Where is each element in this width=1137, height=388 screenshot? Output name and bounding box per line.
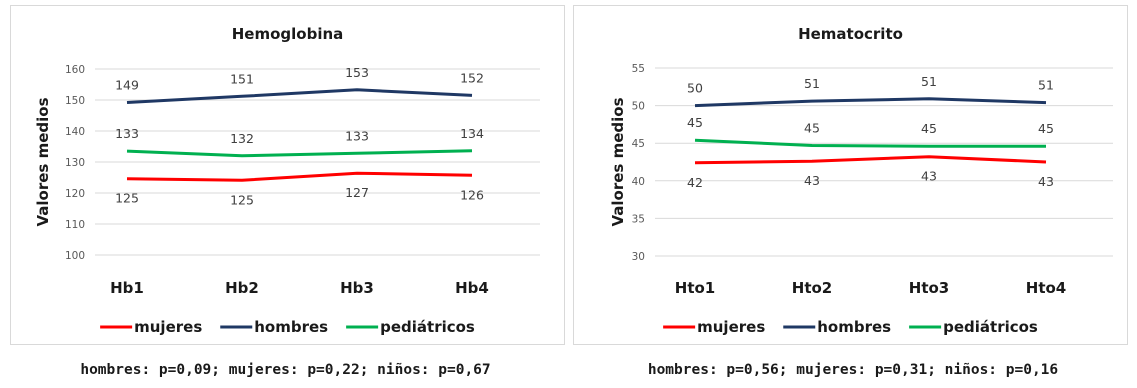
hemoglobina-chart: Hemoglobina 100 110 120 130 140 150 160 Valores …: [10, 5, 565, 345]
data-label-hombres: 51: [1038, 78, 1054, 93]
y-tick-label: 40: [632, 176, 645, 188]
y-tick-label: 160: [65, 64, 85, 76]
data-label-pediatricos: 45: [921, 121, 937, 136]
data-label-mujeres: 43: [1038, 174, 1054, 189]
y-tick-label: 150: [65, 95, 85, 107]
y-tick-label: 120: [65, 188, 85, 200]
data-label-mujeres: 125: [115, 191, 139, 206]
hemoglobina-pvalue-caption: hombres: p=0,09; mujeres: p=0,22; niños:…: [80, 362, 491, 378]
hemoglobina-y-axis-label: Valores medios: [34, 97, 52, 226]
y-tick-label: 140: [65, 126, 85, 138]
legend-label-pediatricos: pediátricos: [943, 318, 1038, 336]
y-tick-label: 130: [65, 157, 85, 169]
data-label-mujeres: 43: [921, 169, 937, 184]
hemoglobina-chart-title: Hemoglobina: [232, 25, 344, 43]
series-line-hombres: [694, 97, 1047, 108]
legend-label-hombres: hombres: [254, 318, 328, 336]
hematocrito-pvalue-caption: hombres: p=0,56; mujeres: p=0,31; niños:…: [647, 362, 1059, 378]
data-label-pediatricos: 134: [460, 126, 484, 141]
data-label-mujeres: 127: [345, 185, 369, 200]
legend-label-mujeres: mujeres: [134, 318, 202, 336]
series-line-pediatricos: [694, 138, 1046, 148]
x-tick-label: Hb2: [225, 279, 259, 297]
series-line-mujeres: [126, 171, 473, 182]
hematocrito-chart-title: Hematocrito: [798, 25, 903, 43]
y-tick-label: 30: [632, 251, 645, 263]
x-tick-label: Hto4: [1026, 279, 1066, 297]
x-tick-label: Hb4: [455, 279, 489, 297]
series-line-hombres: [126, 88, 473, 104]
data-label-pediatricos: 45: [804, 120, 820, 135]
hematocrito-chart: Hematocrito 30 35 40 45 50 55 Valores medios Hto…: [573, 5, 1128, 345]
x-tick-label: Hb3: [340, 279, 374, 297]
y-tick-label: 55: [632, 63, 645, 75]
data-label-hombres: 149: [115, 77, 139, 92]
series-line-pediatricos: [126, 149, 473, 158]
hemoglobina-chart-frame: [10, 5, 565, 345]
hematocrito-chart-frame: [573, 5, 1128, 345]
data-label-hombres: 153: [345, 65, 369, 80]
data-label-pediatricos: 45: [1038, 121, 1054, 136]
x-tick-label: Hb1: [110, 279, 144, 297]
data-label-hombres: 50: [687, 81, 703, 96]
data-label-pediatricos: 133: [345, 128, 369, 143]
x-tick-label: Hto2: [792, 279, 832, 297]
x-tick-label: Hto3: [909, 279, 949, 297]
data-label-hombres: 51: [921, 74, 937, 89]
legend-label-mujeres: mujeres: [697, 318, 765, 336]
data-label-mujeres: 126: [460, 187, 484, 202]
hematocrito-chart-panel: Hematocrito 30 35 40 45 50 55 Valores medios Hto…: [573, 5, 1128, 345]
data-label-pediatricos: 133: [115, 126, 139, 141]
y-tick-label: 35: [632, 213, 645, 225]
y-tick-label: 45: [632, 138, 645, 150]
data-label-pediatricos: 132: [230, 131, 254, 146]
y-tick-label: 100: [65, 250, 85, 262]
x-tick-label: Hto1: [675, 279, 715, 297]
y-tick-label: 50: [632, 101, 645, 113]
hematocrito-y-axis-label: Valores medios: [609, 97, 627, 226]
legend-label-hombres: hombres: [817, 318, 891, 336]
y-tick-label: 110: [65, 219, 85, 231]
hemoglobina-chart-panel: Hemoglobina 100 110 120 130 140 150 160 Valores …: [10, 5, 565, 345]
data-label-pediatricos: 45: [687, 115, 703, 130]
data-label-hombres: 51: [804, 76, 820, 91]
series-line-mujeres: [694, 155, 1047, 165]
data-label-mujeres: 42: [687, 175, 703, 190]
legend-label-pediatricos: pediátricos: [380, 318, 475, 336]
data-label-hombres: 152: [460, 70, 484, 85]
data-label-mujeres: 43: [804, 173, 820, 188]
data-label-hombres: 151: [230, 71, 254, 86]
data-label-mujeres: 125: [230, 192, 254, 207]
